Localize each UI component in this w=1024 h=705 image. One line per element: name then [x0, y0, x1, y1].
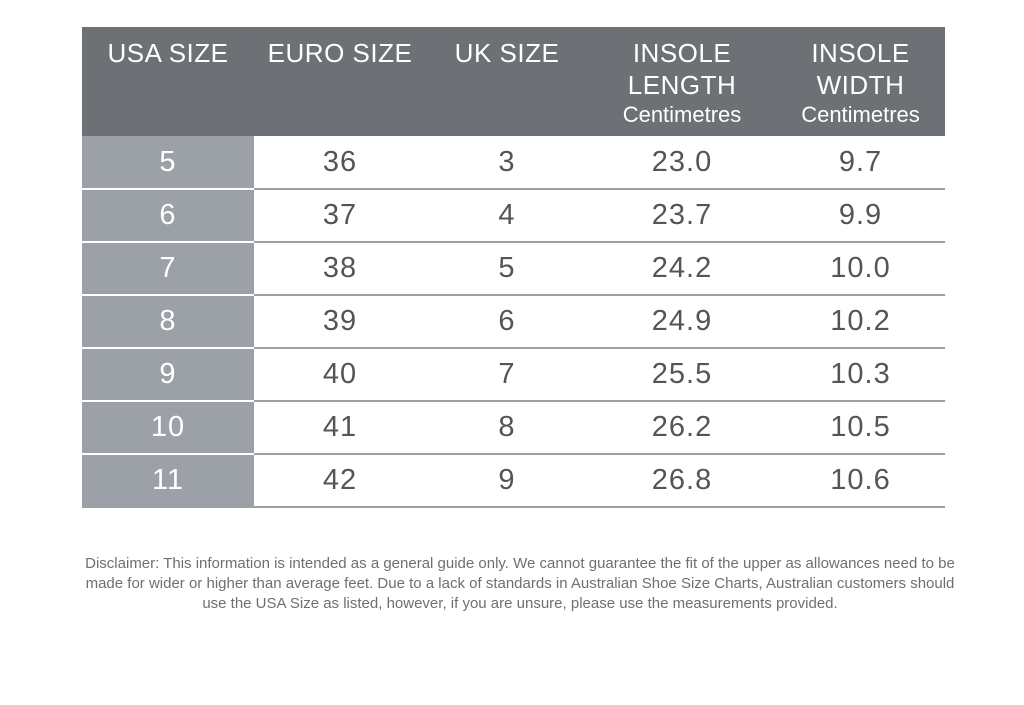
euro-size-cell: 38 [254, 242, 426, 296]
usa-size-cell: 6 [82, 189, 254, 243]
uk-size-cell: 4 [426, 189, 588, 243]
insole-width-cell: 9.9 [776, 189, 945, 243]
insole-width-cell: 10.0 [776, 242, 945, 296]
header-label: LENGTH [627, 70, 737, 100]
insole-length-cell: 26.2 [588, 401, 776, 455]
header-row: USA SIZE EURO SIZE UK SIZE INSOLE LENGTH… [82, 27, 945, 136]
header-label: INSOLE [811, 38, 910, 68]
insole-width-cell: 10.3 [776, 348, 945, 402]
header-unit: Centimetres [801, 102, 920, 127]
euro-size-cell: 41 [254, 401, 426, 455]
usa-size-cell: 7 [82, 242, 254, 296]
header-uk-size: UK SIZE [426, 27, 588, 136]
table-row: 8 39 6 24.9 10.2 [82, 295, 945, 349]
euro-size-cell: 39 [254, 295, 426, 349]
insole-length-cell: 24.9 [588, 295, 776, 349]
table-row: 5 36 3 23.0 9.7 [82, 136, 945, 190]
uk-size-cell: 5 [426, 242, 588, 296]
insole-length-cell: 23.7 [588, 189, 776, 243]
insole-width-cell: 10.2 [776, 295, 945, 349]
insole-length-cell: 26.8 [588, 454, 776, 508]
euro-size-cell: 42 [254, 454, 426, 508]
table-row: 9 40 7 25.5 10.3 [82, 348, 945, 402]
uk-size-cell: 8 [426, 401, 588, 455]
table-row: 11 42 9 26.8 10.6 [82, 454, 945, 508]
header-unit: Centimetres [622, 102, 742, 127]
header-euro-size: EURO SIZE [254, 27, 426, 136]
disclaimer-text: Disclaimer: This information is intended… [85, 555, 955, 612]
header-label: EURO SIZE [267, 38, 413, 68]
table-row: 7 38 5 24.2 10.0 [82, 242, 945, 296]
header-label: USA SIZE [107, 38, 229, 68]
usa-size-cell: 10 [82, 401, 254, 455]
usa-size-cell: 11 [82, 454, 254, 508]
usa-size-cell: 9 [82, 348, 254, 402]
uk-size-cell: 7 [426, 348, 588, 402]
euro-size-cell: 36 [254, 136, 426, 190]
insole-width-cell: 10.6 [776, 454, 945, 508]
table-row: 10 41 8 26.2 10.5 [82, 401, 945, 455]
uk-size-cell: 9 [426, 454, 588, 508]
header-label: INSOLE [632, 38, 732, 68]
euro-size-cell: 37 [254, 189, 426, 243]
insole-width-cell: 10.5 [776, 401, 945, 455]
header-insole-width: INSOLE WIDTH Centimetres [776, 27, 945, 136]
header-label: UK SIZE [454, 38, 560, 68]
header-label: WIDTH [816, 70, 905, 100]
shoe-size-chart: USA SIZE EURO SIZE UK SIZE INSOLE LENGTH… [82, 27, 945, 508]
insole-length-cell: 23.0 [588, 136, 776, 190]
table-row: 6 37 4 23.7 9.9 [82, 189, 945, 243]
euro-size-cell: 40 [254, 348, 426, 402]
header-usa-size: USA SIZE [82, 27, 254, 136]
header-insole-length: INSOLE LENGTH Centimetres [588, 27, 776, 136]
usa-size-cell: 8 [82, 295, 254, 349]
uk-size-cell: 3 [426, 136, 588, 190]
insole-width-cell: 9.7 [776, 136, 945, 190]
insole-length-cell: 25.5 [588, 348, 776, 402]
insole-length-cell: 24.2 [588, 242, 776, 296]
uk-size-cell: 6 [426, 295, 588, 349]
usa-size-cell: 5 [82, 136, 254, 190]
